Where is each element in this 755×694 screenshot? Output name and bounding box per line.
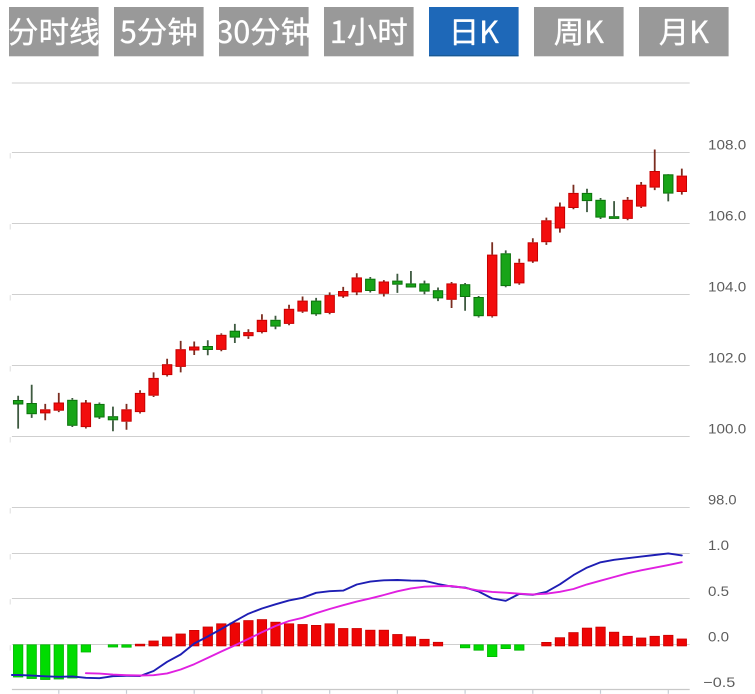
svg-text:0.5: 0.5 xyxy=(708,583,729,599)
svg-text:102.0: 102.0 xyxy=(708,350,746,366)
svg-text:106.0: 106.0 xyxy=(708,208,746,224)
svg-text:108.0: 108.0 xyxy=(708,137,746,153)
svg-text:98.0: 98.0 xyxy=(708,492,737,508)
svg-text:104.0: 104.0 xyxy=(708,279,746,295)
svg-text:1.0: 1.0 xyxy=(708,537,729,553)
svg-text:0.0: 0.0 xyxy=(708,628,729,644)
svg-text:−0.5: −0.5 xyxy=(703,674,735,690)
svg-text:100.0: 100.0 xyxy=(708,421,746,437)
